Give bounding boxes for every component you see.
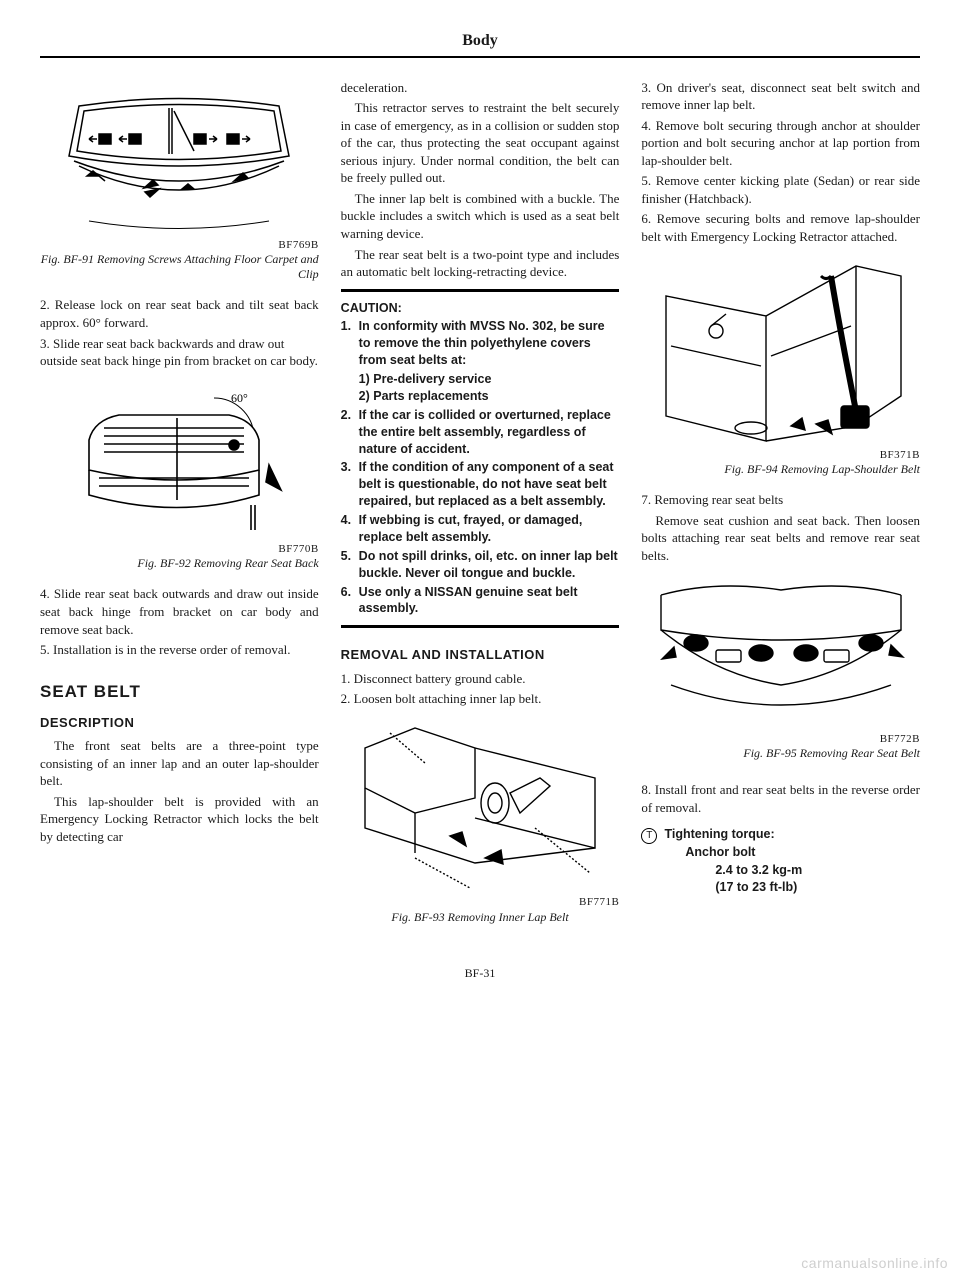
svg-text:60°: 60° bbox=[231, 391, 248, 405]
figure-bf92: 60° bbox=[40, 380, 319, 572]
divider bbox=[341, 625, 620, 628]
cont-rear-seat: The rear seat belt is a two-point type a… bbox=[341, 246, 620, 281]
figure-caption: Fig. BF-94 Removing Lap-Shoulder Belt bbox=[641, 462, 920, 477]
figure-bf94: BF371B Fig. BF-94 Removing Lap-Shoulder … bbox=[641, 256, 920, 478]
caution-1: In conformity with MVSS No. 302, be sure… bbox=[359, 318, 620, 369]
divider bbox=[341, 289, 620, 292]
caution-title: CAUTION: bbox=[341, 300, 620, 317]
cont-inner-lap: The inner lap belt is combined with a bu… bbox=[341, 190, 620, 243]
cont-retractor: This retractor serves to restraint the b… bbox=[341, 99, 620, 187]
content-columns: BF769B Fig. BF-91 Removing Screws Attach… bbox=[40, 76, 920, 939]
rear-seat-belt-diagram-icon bbox=[656, 575, 906, 730]
caution-num: 1. bbox=[341, 318, 359, 369]
figure-code: BF772B bbox=[641, 732, 920, 747]
caution-5: Do not spill drinks, oil, etc. on inner … bbox=[359, 548, 620, 582]
figure-bf91: BF769B Fig. BF-91 Removing Screws Attach… bbox=[40, 86, 319, 283]
removal-6: 6. Remove securing bolts and re­move lap… bbox=[641, 210, 920, 245]
step-4: 4. Slide rear seat back outwards and dra… bbox=[40, 585, 319, 638]
removal-2: 2. Loosen bolt attaching inner lap belt. bbox=[341, 690, 620, 708]
removal-5: 5. Remove center kicking plate (Sedan) o… bbox=[641, 172, 920, 207]
removal-3: 3. On driver's seat, disconnect seat bel… bbox=[641, 79, 920, 114]
column-3: 3. On driver's seat, disconnect seat bel… bbox=[641, 76, 920, 939]
step-3: 3. Slide rear seat back backwards and dr… bbox=[40, 335, 319, 370]
removal-4: 4. Remove bolt securing through anchor a… bbox=[641, 117, 920, 170]
torque-icon: T bbox=[641, 828, 657, 844]
torque-value-2: (17 to 23 ft-lb) bbox=[715, 879, 920, 897]
caution-4: If webbing is cut, frayed, or dam­aged, … bbox=[359, 512, 620, 546]
cont-deceleration: deceleration. bbox=[341, 79, 620, 97]
figure-code: BF769B bbox=[40, 238, 319, 253]
description-p1: The front seat belts are a three-point t… bbox=[40, 737, 319, 790]
removal-7a: 7. Removing rear seat belts bbox=[641, 491, 920, 509]
figure-bf93: BF771B Fig. BF-93 Removing Inner Lap Bel… bbox=[341, 718, 620, 925]
caution-num: 2. bbox=[341, 407, 359, 458]
figure-caption: Fig. BF-92 Removing Rear Seat Back bbox=[40, 556, 319, 571]
torque-spec: T Tightening torque: Anchor bolt 2.4 to … bbox=[641, 826, 920, 897]
caution-num: 3. bbox=[341, 459, 359, 510]
caution-6: Use only a NISSAN genuine seat belt asse… bbox=[359, 584, 620, 618]
caution-1a: 1) Pre-delivery service bbox=[359, 371, 620, 388]
caution-3: If the condition of any component of a s… bbox=[359, 459, 620, 510]
watermark: carmanualsonline.info bbox=[801, 1254, 948, 1273]
figure-code: BF770B bbox=[40, 542, 319, 557]
page-title: Body bbox=[40, 30, 920, 58]
figure-code: BF371B bbox=[641, 448, 920, 463]
figure-bf95: BF772B Fig. BF-95 Removing Rear Seat Bel… bbox=[641, 575, 920, 762]
figure-caption: Fig. BF-95 Removing Rear Seat Belt bbox=[641, 746, 920, 761]
figure-caption: Fig. BF-93 Removing Inner Lap Belt bbox=[341, 910, 620, 925]
caution-num: 6. bbox=[341, 584, 359, 618]
caution-1b: 2) Parts replacements bbox=[359, 388, 620, 405]
step-2: 2. Release lock on rear seat back and ti… bbox=[40, 296, 319, 331]
removal-heading: REMOVAL AND INSTALLATION bbox=[341, 646, 620, 664]
caution-num: 5. bbox=[341, 548, 359, 582]
floor-carpet-diagram-icon bbox=[59, 86, 299, 236]
description-heading: DESCRIPTION bbox=[40, 714, 319, 732]
figure-code: BF771B bbox=[341, 895, 620, 910]
column-1: BF769B Fig. BF-91 Removing Screws Attach… bbox=[40, 76, 319, 939]
removal-7b: Remove seat cushion and seat back. Then … bbox=[641, 512, 920, 565]
seat-belt-heading: SEAT BELT bbox=[40, 681, 319, 704]
caution-2: If the car is collided or overturned, re… bbox=[359, 407, 620, 458]
removal-1: 1. Disconnect battery ground cable. bbox=[341, 670, 620, 688]
torque-value-1: 2.4 to 3.2 kg-m bbox=[715, 862, 920, 880]
anchor-bolt-label: Anchor bolt bbox=[685, 844, 920, 862]
caution-num: 4. bbox=[341, 512, 359, 546]
description-p2: This lap-shoulder belt is provided with … bbox=[40, 793, 319, 846]
column-2: deceleration. This retractor serves to r… bbox=[341, 76, 620, 939]
figure-caption: Fig. BF-91 Removing Screws Attaching Flo… bbox=[40, 252, 319, 282]
page-number: BF-31 bbox=[40, 965, 920, 981]
step-5: 5. Installation is in the reverse order … bbox=[40, 641, 319, 659]
removal-8: 8. Install front and rear seat belts in … bbox=[641, 781, 920, 816]
torque-label: Tightening torque: bbox=[664, 827, 774, 841]
rear-seat-back-diagram-icon: 60° bbox=[59, 380, 299, 540]
caution-block: CAUTION: 1.In conformity with MVSS No. 3… bbox=[341, 300, 620, 618]
lap-shoulder-belt-diagram-icon bbox=[656, 256, 906, 446]
inner-lap-belt-diagram-icon bbox=[355, 718, 605, 893]
